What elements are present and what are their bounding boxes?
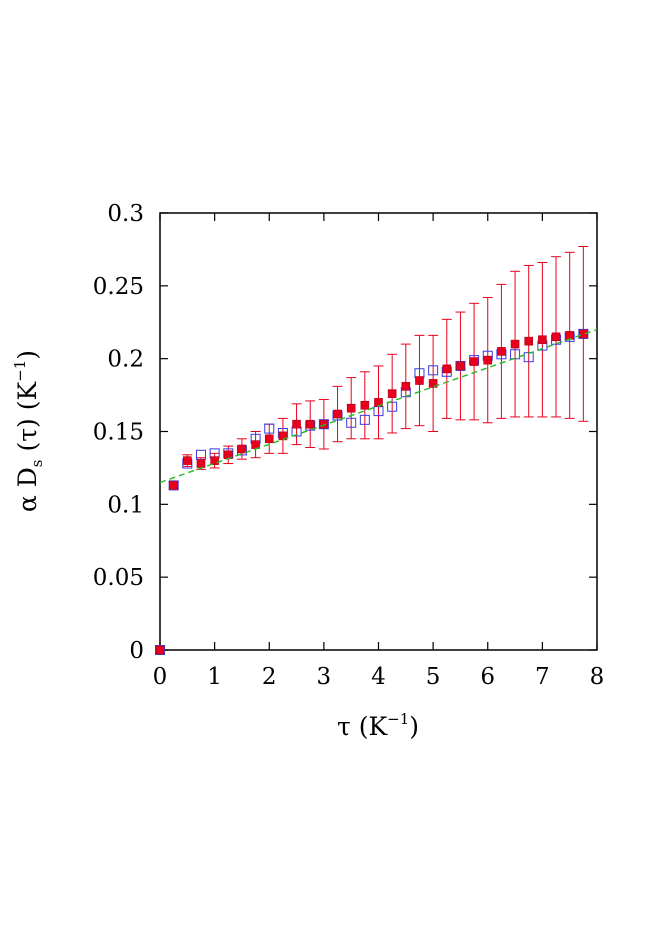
x-axis-label-sup: −1 bbox=[387, 710, 409, 728]
x-tick-label: 5 bbox=[426, 664, 441, 690]
y-axis-label-sub: s bbox=[28, 459, 46, 467]
y-tick-label: 0.1 bbox=[107, 492, 144, 518]
x-axis-label-main: τ (K bbox=[337, 712, 389, 741]
data-point-filled-square bbox=[319, 419, 329, 429]
x-tick-label: 8 bbox=[590, 664, 605, 690]
data-point-filled-square bbox=[210, 456, 219, 465]
data-point-open-square bbox=[359, 414, 370, 425]
data-point-filled-square bbox=[524, 336, 534, 346]
x-tick-label: 6 bbox=[480, 664, 495, 690]
data-point-filled-square bbox=[428, 379, 438, 388]
data-point-filled-square bbox=[387, 389, 397, 398]
y-axis-label: α Ds (τ) (K−1) bbox=[11, 350, 46, 512]
y-tick-label: 0.25 bbox=[93, 274, 144, 300]
data-point-filled-square bbox=[551, 332, 561, 342]
data-point-filled-square bbox=[415, 376, 424, 385]
data-point-filled-square bbox=[237, 444, 247, 454]
data-point-filled-square bbox=[565, 331, 574, 340]
data-point-filled-square bbox=[169, 481, 178, 490]
data-point-filled-square bbox=[442, 364, 452, 374]
data-point-filled-square bbox=[305, 419, 315, 429]
data-point-filled-square bbox=[456, 361, 465, 371]
data-point-filled-square bbox=[538, 335, 547, 345]
data-point-open-square bbox=[578, 328, 589, 339]
y-tick-label: 0.3 bbox=[107, 201, 144, 227]
data-point-filled-square bbox=[360, 400, 370, 410]
y-axis-label-tail: ) bbox=[13, 350, 42, 360]
data-point-open-square bbox=[387, 401, 398, 412]
data-point-filled-square bbox=[401, 382, 411, 391]
y-axis-label-sup: −1 bbox=[11, 360, 29, 382]
y-tick-label: 0.05 bbox=[93, 565, 144, 591]
y-tick-label: 0.15 bbox=[93, 420, 144, 446]
x-tick-label: 4 bbox=[371, 664, 386, 690]
x-axis-label-tail: ) bbox=[409, 712, 419, 741]
data-point-filled-square bbox=[183, 456, 192, 465]
y-axis-label-a: α D bbox=[13, 467, 42, 512]
data-point-filled-square bbox=[510, 339, 520, 349]
data-point-filled-square bbox=[469, 357, 479, 366]
data-point-filled-square bbox=[264, 434, 274, 444]
data-point-open-square bbox=[428, 365, 439, 376]
data-point-filled-square bbox=[483, 355, 493, 365]
data-point-filled-square bbox=[292, 419, 301, 429]
y-axis-label-b: (τ) (K bbox=[13, 381, 42, 460]
data-point-filled-square bbox=[579, 329, 588, 339]
data-point-filled-square bbox=[497, 347, 506, 356]
axis-tick-labels: 0 1 2 3 4 5 6 7 8 0 0.05 0.1 0.15 0.2 0.25 0.3 bbox=[93, 201, 605, 690]
data-point-filled-square bbox=[196, 459, 206, 468]
series-layer bbox=[155, 246, 598, 655]
x-axis-label: τ (K−1) bbox=[337, 710, 419, 741]
data-point-open-square bbox=[168, 480, 179, 491]
x-tick-label: 3 bbox=[317, 664, 332, 690]
data-point-filled-square bbox=[155, 645, 165, 655]
data-point-open-square bbox=[346, 417, 357, 428]
data-point-open-square bbox=[155, 645, 165, 655]
data-point-open-square bbox=[318, 419, 329, 430]
x-tick-label: 2 bbox=[262, 664, 277, 690]
series-filled-squares bbox=[155, 329, 588, 655]
series-open-squares bbox=[155, 328, 589, 655]
y-tick-label: 0 bbox=[129, 638, 144, 664]
fit-line-dashed bbox=[159, 328, 598, 484]
y-tick-label: 0.2 bbox=[107, 347, 144, 373]
data-point-open-square bbox=[264, 423, 275, 434]
data-point-open-square bbox=[455, 360, 466, 371]
data-point-filled-square bbox=[346, 403, 356, 413]
axis-ticks bbox=[159, 212, 598, 651]
data-point-filled-square bbox=[333, 409, 342, 419]
x-tick-label: 7 bbox=[535, 664, 550, 690]
x-tick-label: 1 bbox=[207, 664, 222, 690]
x-tick-label: 0 bbox=[153, 664, 168, 690]
